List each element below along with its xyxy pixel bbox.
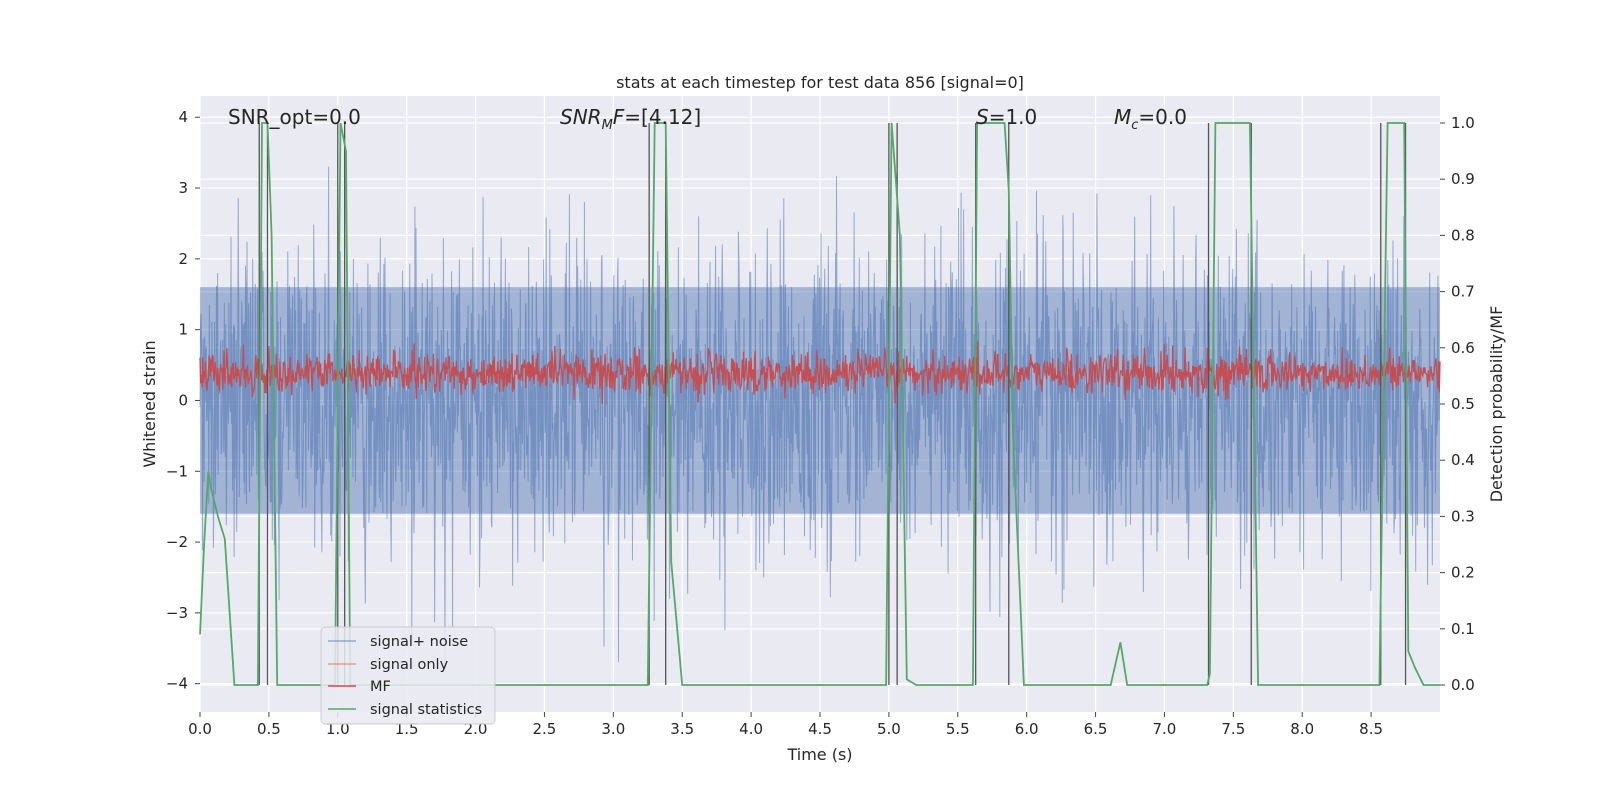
annotation-mc-value: =0.0 <box>1138 105 1187 129</box>
y-right-tick-label: 0.8 <box>1451 226 1475 244</box>
y-right-tick-label: 0.5 <box>1451 395 1475 413</box>
mf-trace <box>199 341 1441 405</box>
signal-statistics-line <box>199 122 1440 686</box>
y-left-tick-label: 4 <box>178 108 188 126</box>
y-right-tick-labels: 1.0 0.9 0.8 0.7 0.6 0.5 0.4 0.3 0.2 0.1 0.0 <box>1440 114 1475 694</box>
x-tick-label: 6.5 <box>1084 720 1108 738</box>
signal-noise-series <box>199 166 1441 669</box>
x-tick-label: 2.5 <box>533 720 557 738</box>
y-right-tick-label: 0.6 <box>1451 339 1475 357</box>
y-left-tick-label: −2 <box>166 533 188 551</box>
legend-label-stats: signal statistics <box>370 702 482 718</box>
x-tick-label: 3.0 <box>601 720 625 738</box>
y-left-tick-label: 1 <box>178 321 188 339</box>
x-tick-label: 7.5 <box>1221 720 1245 738</box>
legend-label-noise: signal+ noise <box>370 634 468 650</box>
y-right-tick-label: 1.0 <box>1451 114 1475 132</box>
x-tick-label: 6.0 <box>1015 720 1039 738</box>
y-right-tick-label: 0.1 <box>1451 620 1475 638</box>
annotation-snr-opt: SNR_opt=0.0 <box>228 105 361 129</box>
x-tick-label: 8.0 <box>1290 720 1314 738</box>
annotation-snr-mf: SNRMF=[4.12] <box>560 105 701 133</box>
y-left-axis-label: Whitened strain <box>140 340 159 467</box>
x-tick-label: 5.5 <box>946 720 970 738</box>
x-tick-label: 0.0 <box>188 720 212 738</box>
y-right-tick-label: 0.7 <box>1451 283 1475 301</box>
legend-label-signal-only: signal only <box>370 657 449 673</box>
y-right-tick-label: 0.4 <box>1451 451 1475 469</box>
x-tick-label: 5.0 <box>877 720 901 738</box>
x-tick-label: 0.5 <box>257 720 281 738</box>
x-tick-label: 3.5 <box>670 720 694 738</box>
y-right-tick-label: 0.0 <box>1451 676 1475 694</box>
chart-title: stats at each timestep for test data 856… <box>616 73 1024 92</box>
legend-box <box>320 626 496 725</box>
y-right-axis-label: Detection probability/MF <box>1487 306 1506 503</box>
y-right-tick-label: 0.3 <box>1451 507 1475 525</box>
y-right-tick-label: 0.2 <box>1451 564 1475 582</box>
y-left-tick-label: −1 <box>166 462 188 480</box>
y-right-tick-label: 0.9 <box>1451 170 1475 188</box>
x-axis-label: Time (s) <box>786 745 852 764</box>
legend-label-mf: MF <box>370 679 391 695</box>
annotation-mc: Mc=0.0 <box>1114 105 1187 133</box>
y-left-tick-label: 3 <box>178 179 188 197</box>
y-left-tick-label: 0 <box>178 391 188 409</box>
x-tick-label: 8.5 <box>1359 720 1383 738</box>
y-left-tick-label: 2 <box>178 250 188 268</box>
annotation-s: S=1.0 <box>976 105 1037 129</box>
y-left-tick-labels: 4 3 2 1 0 −1 −2 −3 −4 <box>166 108 200 693</box>
mf-series <box>199 341 1441 405</box>
y-left-tick-label: −3 <box>166 604 188 622</box>
x-tick-label: 7.0 <box>1153 720 1177 738</box>
y-left-tick-label: −4 <box>166 675 188 693</box>
legend: signal+ noise signal only MF signal stat… <box>320 626 496 725</box>
annotation-snr-mf-value: =[4.12] <box>624 105 701 129</box>
annotation-s-value: =1.0 <box>989 105 1038 129</box>
signal-statistics-series <box>199 122 1440 686</box>
x-tick-label: 4.0 <box>739 720 763 738</box>
x-tick-label: 4.5 <box>808 720 832 738</box>
